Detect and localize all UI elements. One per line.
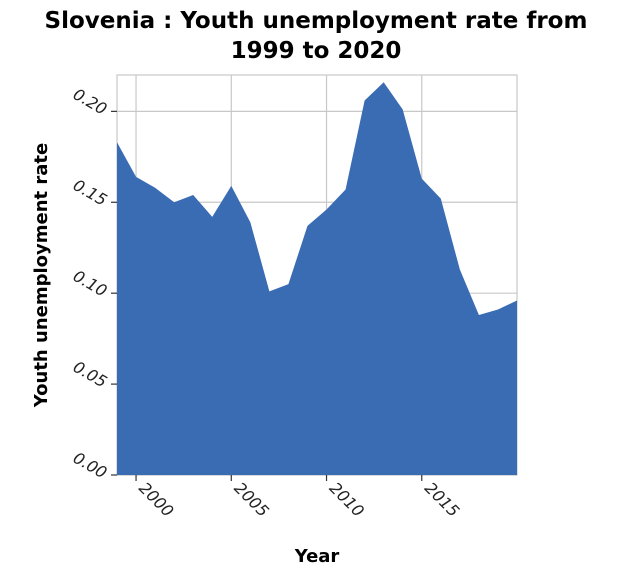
y-tick-label: 0.05	[70, 357, 110, 391]
x-tick-label: 2005	[230, 478, 272, 520]
y-tick-label: 0.10	[70, 266, 110, 300]
y-axis-title: Youth unemployment rate	[31, 143, 52, 408]
chart-title-line-1: Slovenia : Youth unemployment rate from	[44, 8, 588, 34]
x-axis-title: Year	[294, 546, 340, 567]
youth-unemployment-area	[117, 82, 517, 475]
y-tick-label: 0.20	[70, 84, 110, 118]
x-tick-label: 2000	[135, 478, 177, 520]
y-tick-label: 0.15	[70, 175, 110, 209]
y-tick-label: 0.00	[70, 448, 110, 482]
area-layer	[116, 82, 518, 475]
x-tick-label: 2010	[326, 478, 368, 520]
chart-title-line-2: 1999 to 2020	[230, 38, 402, 64]
x-tick-label: 2015	[421, 478, 463, 520]
chart-title: Slovenia : Youth unemployment rate from …	[0, 6, 632, 66]
